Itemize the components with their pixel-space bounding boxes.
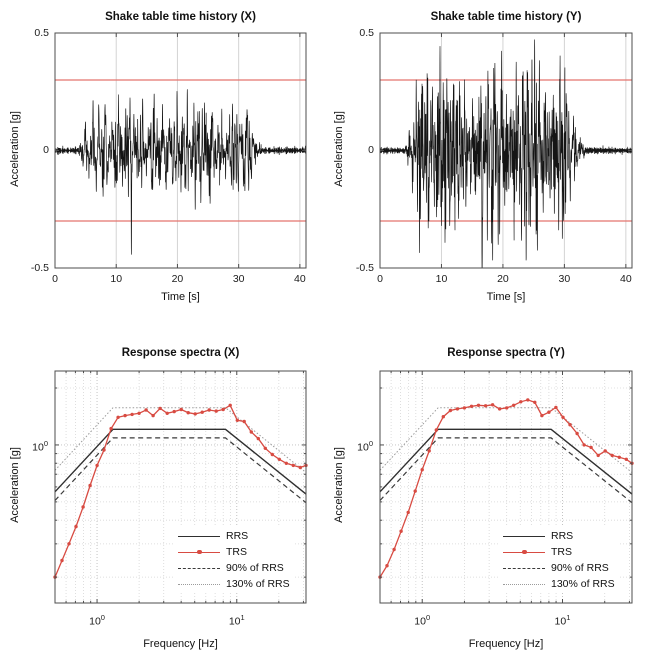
figure: Shake table time history (X) Shake table… [9,11,634,650]
plots-canvas [53,32,634,604]
